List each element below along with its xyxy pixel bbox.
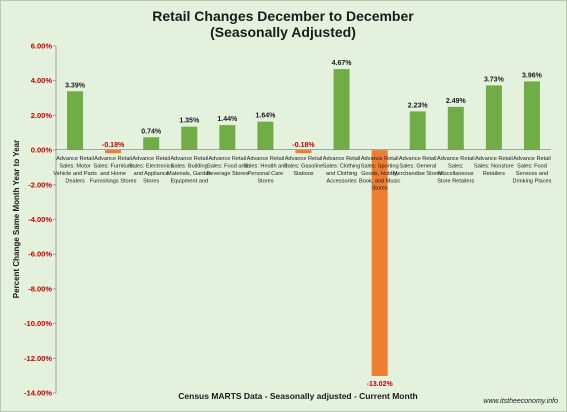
value-label: 4.67% — [332, 60, 353, 67]
category-label: Advance Retail Sales: Gasoline Stations — [284, 156, 323, 177]
y-tick-label: 0.00% — [31, 146, 53, 155]
category-label: Advance Retail Sales: Clothing and Clothin… — [323, 156, 361, 184]
bar — [333, 69, 350, 151]
category-label: Advance Retail Sales: Sporting Goods, Hobb… — [359, 156, 401, 192]
category-label: Advance Retail Sales: Furniture and Home Fu… — [90, 156, 137, 184]
category-label: Advance Retail Sales: Health and Personal … — [243, 156, 287, 184]
bar — [485, 85, 502, 151]
category-label: Advance Retail Sales: Electronics and Appl… — [129, 156, 174, 184]
value-labels: 3.39% -0.18% 0.74% 1.35% 1.44% 1.64% -0.18% 4.6… — [65, 60, 543, 388]
category-label: Advance Retail Sales: Food and Beverage St… — [207, 156, 249, 177]
value-label: 3.73% — [484, 76, 505, 83]
category-label: Advance Retail Sales: General Merchandise … — [393, 156, 443, 177]
value-label: 1.64% — [255, 113, 276, 120]
bar — [447, 106, 464, 151]
bar — [409, 111, 426, 151]
category-label: Advance Retail Sales: Miscellaneous Store R… — [437, 156, 475, 184]
y-tick-label: -8.00% — [28, 284, 52, 293]
value-label: 3.96% — [522, 72, 543, 79]
value-label: 1.35% — [179, 118, 200, 125]
chart-subtitle: (Seasonally Adjusted) — [210, 24, 356, 40]
category-labels: Advance Retail Sales: Motor Vehicle and Pa… — [53, 156, 551, 192]
value-label: -13.02% — [367, 381, 394, 388]
y-tick-label: -10.00% — [24, 319, 52, 328]
bars-group — [67, 69, 540, 376]
y-tick-label: -2.00% — [28, 180, 52, 189]
footer-url: www.itstheeconomy.info — [483, 398, 558, 405]
x-axis-label: Census MARTS Data - Seasonally adjusted … — [178, 391, 417, 401]
bar — [295, 150, 312, 154]
y-tick-label: -12.00% — [24, 354, 52, 363]
y-tick-label: -4.00% — [28, 215, 52, 224]
value-label: 2.49% — [446, 98, 467, 105]
bar — [523, 81, 540, 151]
value-label: -0.18% — [292, 142, 315, 149]
bar — [143, 137, 160, 151]
value-label: 3.39% — [65, 82, 86, 89]
category-label: Advance Retail Sales: Food Services and Dri… — [513, 156, 552, 184]
chart-title: Retail Changes December to December — [152, 8, 414, 24]
y-tick-label: -14.00% — [24, 389, 52, 398]
bar — [105, 150, 122, 154]
bar — [67, 91, 84, 151]
category-label: Advance Retail Sales: Nonstore Retailers — [474, 156, 514, 177]
category-label: Advance Retail Sales: Motor Vehicle and Pa… — [53, 156, 97, 184]
category-label: Advance Retail Sales: Building Materials, … — [167, 156, 211, 184]
y-tick-label: -6.00% — [28, 250, 52, 259]
bar — [257, 121, 274, 151]
y-tick-label: 4.00% — [31, 76, 53, 85]
bar — [219, 125, 236, 151]
y-axis-label: Percent Change Same Month Year to Year — [12, 140, 21, 298]
y-tick-label: 6.00% — [31, 42, 53, 51]
bar — [371, 150, 388, 376]
y-tick-label: 2.00% — [31, 111, 53, 120]
y-axis-ticks: 6.00% 4.00% 2.00% 0.00% -2.00% -4.00% -6.00% -8… — [24, 42, 56, 398]
bar — [181, 126, 198, 151]
value-label: 2.23% — [408, 102, 429, 109]
value-label: 1.44% — [217, 116, 238, 123]
value-label: 0.74% — [141, 128, 162, 135]
value-label: -0.18% — [102, 142, 125, 149]
